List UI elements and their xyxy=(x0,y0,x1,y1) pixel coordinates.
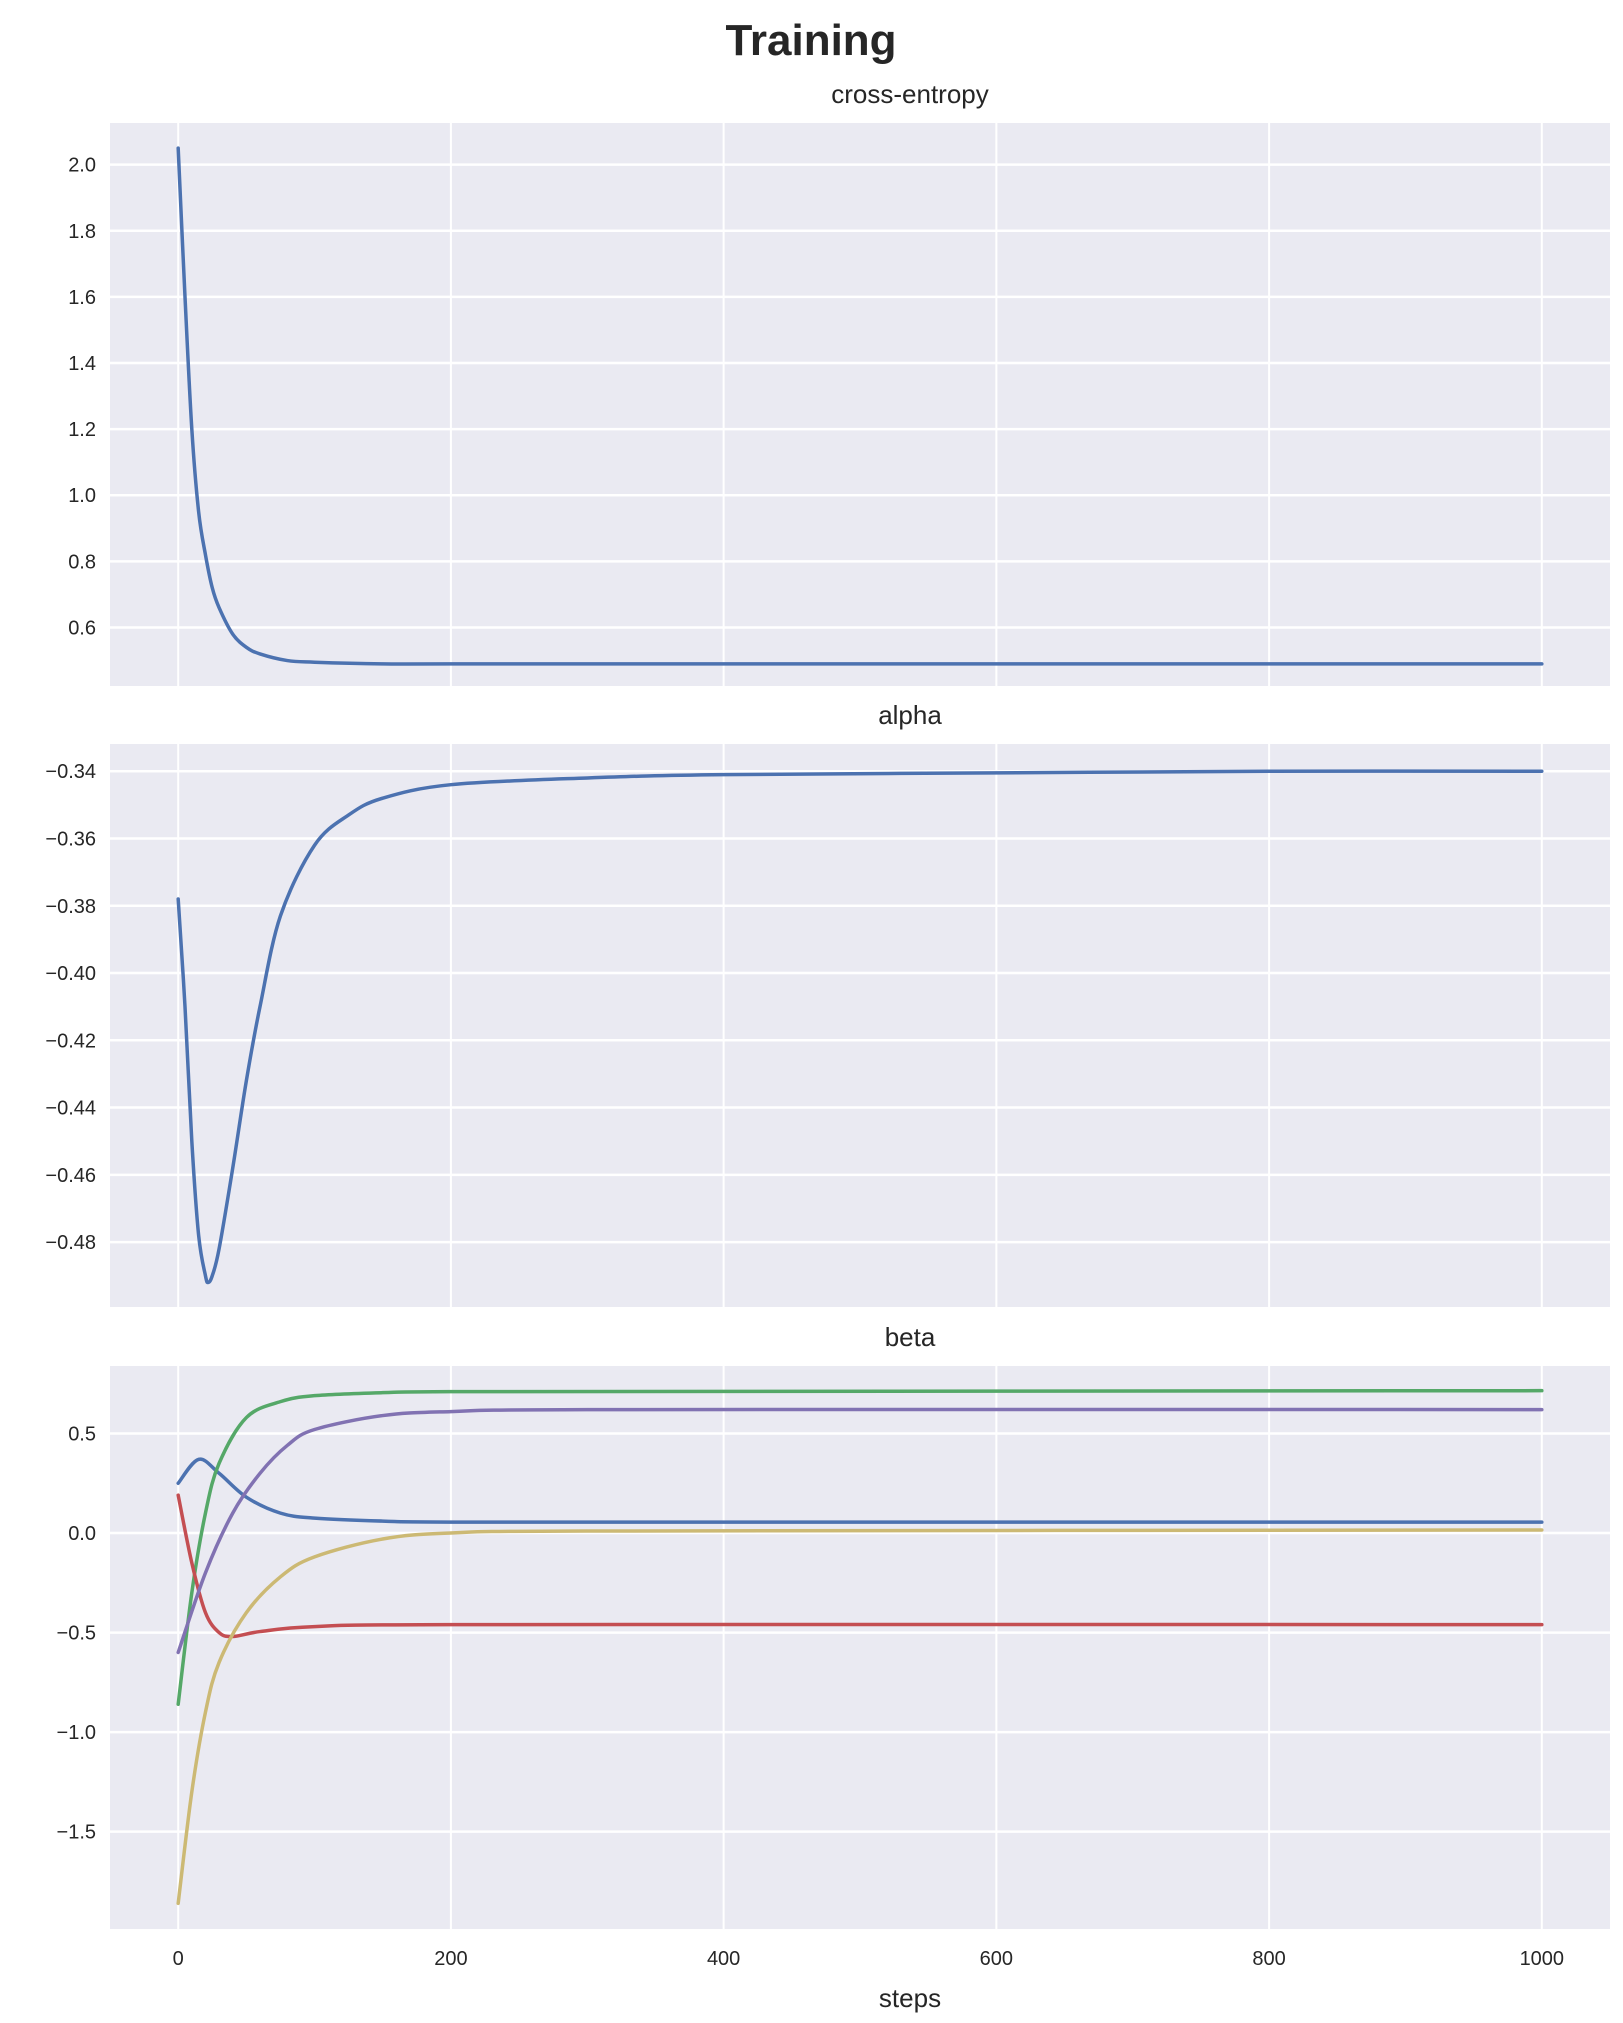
y-tick-label: 0.6 xyxy=(68,617,96,639)
series-line-2 xyxy=(176,1493,1544,1639)
y-tick-label: 0.8 xyxy=(68,551,96,573)
x-tick-label: 400 xyxy=(707,1948,740,1970)
y-tick-label: 1.0 xyxy=(68,485,96,507)
series-line-0 xyxy=(176,769,1544,1285)
y-tick-label: 1.4 xyxy=(68,353,96,375)
subplot-title: cross-entropy xyxy=(831,79,989,109)
x-tick-label: 1000 xyxy=(1520,1948,1565,1970)
y-tick-label: −0.38 xyxy=(45,896,96,918)
y-tick-label: −0.36 xyxy=(45,829,96,851)
subplot-beta: 0 200 400 600 800 1000 −1.5 −1.0 −0.5 0.0 0.5 beta s… xyxy=(57,1322,1610,2013)
y-tick-label: 1.8 xyxy=(68,221,96,243)
x-tick-label: 800 xyxy=(1252,1948,1285,1970)
y-tick-label: −0.42 xyxy=(45,1030,96,1052)
y-tick-label: 1.2 xyxy=(68,419,96,441)
plot-area xyxy=(110,1366,1610,1929)
x-tick-label: 0 xyxy=(173,1948,184,1970)
series-line-0 xyxy=(176,146,1544,666)
y-tick-label: 0.5 xyxy=(68,1423,96,1445)
y-tick-label: −0.44 xyxy=(45,1098,96,1120)
x-tick-label: 600 xyxy=(980,1948,1013,1970)
subplot-alpha: −0.48 −0.46 −0.44 −0.42 −0.40 −0.38 −0.36 −0.34… xyxy=(45,700,1610,1307)
x-axis-label: steps xyxy=(879,1983,941,2013)
series-line-3 xyxy=(176,1407,1544,1655)
figure-title: Training xyxy=(725,16,896,65)
y-tick-label: −0.48 xyxy=(45,1232,96,1254)
subplot-title: beta xyxy=(885,1322,936,1352)
y-tick-label: 1.6 xyxy=(68,287,96,309)
y-tick-label: 2.0 xyxy=(68,155,96,177)
plot-area xyxy=(110,123,1610,686)
series-line-4 xyxy=(176,1528,1544,1906)
x-tick-label: 200 xyxy=(434,1948,467,1970)
y-tick-label: −0.5 xyxy=(57,1623,96,1645)
y-tick-label: 0.0 xyxy=(68,1523,96,1545)
y-tick-label: −0.40 xyxy=(45,963,96,985)
subplot-cross-entropy: 0.6 0.8 1.0 1.2 1.4 1.6 1.8 2.0 cross-entropy xyxy=(68,79,1610,686)
y-tick-label: −1.5 xyxy=(57,1822,96,1844)
y-tick-label: −1.0 xyxy=(57,1722,96,1744)
series-line-1 xyxy=(176,1388,1544,1706)
y-tick-label: −0.46 xyxy=(45,1165,96,1187)
plot-area xyxy=(110,744,1610,1307)
y-tick-label: −0.34 xyxy=(45,761,96,783)
subplot-title: alpha xyxy=(878,700,942,730)
